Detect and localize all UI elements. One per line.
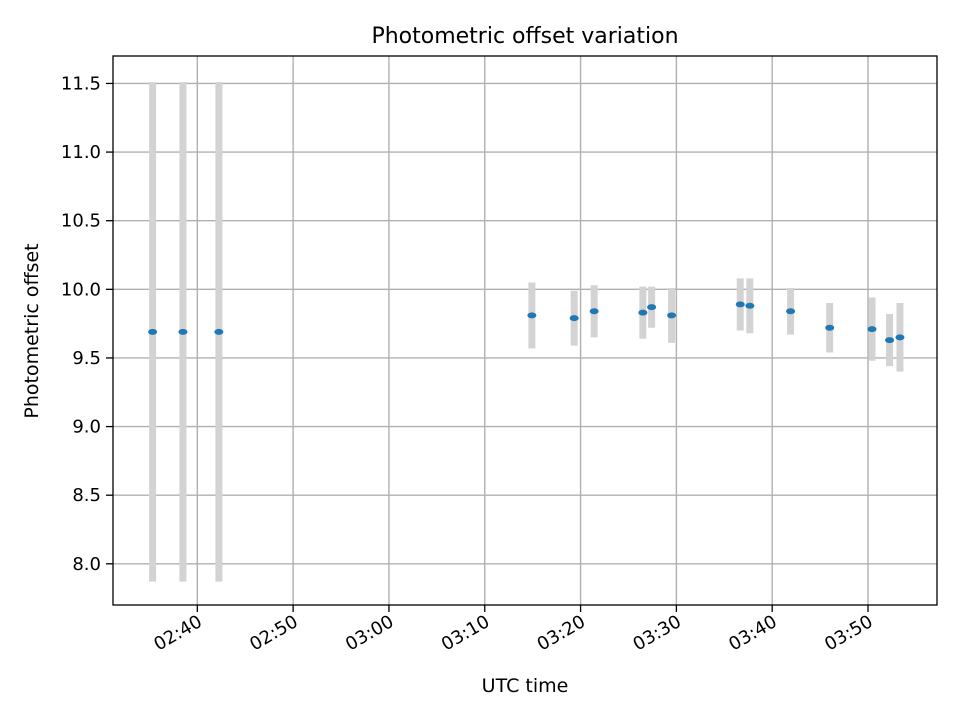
data-point	[895, 334, 905, 341]
data-point	[867, 326, 877, 333]
data-point	[527, 312, 537, 319]
x-tick-label: 03:00	[342, 611, 397, 655]
data-point	[569, 315, 579, 322]
data-point	[786, 308, 796, 315]
x-tick-label: 03:10	[438, 611, 493, 655]
data-point	[825, 324, 835, 331]
y-tick-label: 11.0	[61, 142, 101, 163]
data-point	[589, 308, 599, 315]
chart-title: Photometric offset variation	[371, 24, 678, 49]
y-tick-label: 11.5	[61, 73, 101, 94]
y-tick-label: 8.5	[72, 485, 101, 506]
data-point	[638, 309, 648, 316]
x-axis-label: UTC time	[482, 675, 569, 697]
data-points	[148, 301, 905, 344]
x-tick-label: 03:30	[629, 611, 684, 655]
y-axis-label: Photometric offset	[21, 243, 43, 418]
data-point	[647, 304, 657, 311]
x-tick-label: 03:20	[534, 611, 589, 655]
x-axis-ticks: 02:40 02:50 03:00 03:10 03:20 03:30 03:40 03:50	[150, 605, 877, 655]
data-point	[148, 328, 158, 335]
data-point	[667, 312, 677, 319]
data-point	[745, 302, 755, 309]
x-tick-label: 03:40	[725, 611, 780, 655]
y-tick-label: 8.0	[72, 554, 101, 575]
data-point	[735, 301, 745, 308]
x-tick-label: 03:50	[821, 611, 876, 655]
data-point	[214, 328, 224, 335]
y-tick-label: 10.0	[61, 279, 101, 300]
x-tick-label: 02:40	[150, 611, 205, 655]
y-tick-label: 9.0	[72, 417, 101, 438]
data-point	[885, 337, 895, 344]
data-point	[178, 328, 188, 335]
x-tick-label: 02:50	[246, 611, 301, 655]
y-axis-ticks: 8.0 8.5 9.0 9.5 10.0 10.5 11.0 11.5	[61, 73, 113, 575]
y-tick-label: 10.5	[61, 211, 101, 232]
plot-area-frame	[112, 55, 938, 606]
grid	[113, 56, 937, 605]
errorbars	[149, 82, 904, 582]
y-tick-label: 9.5	[72, 348, 101, 369]
